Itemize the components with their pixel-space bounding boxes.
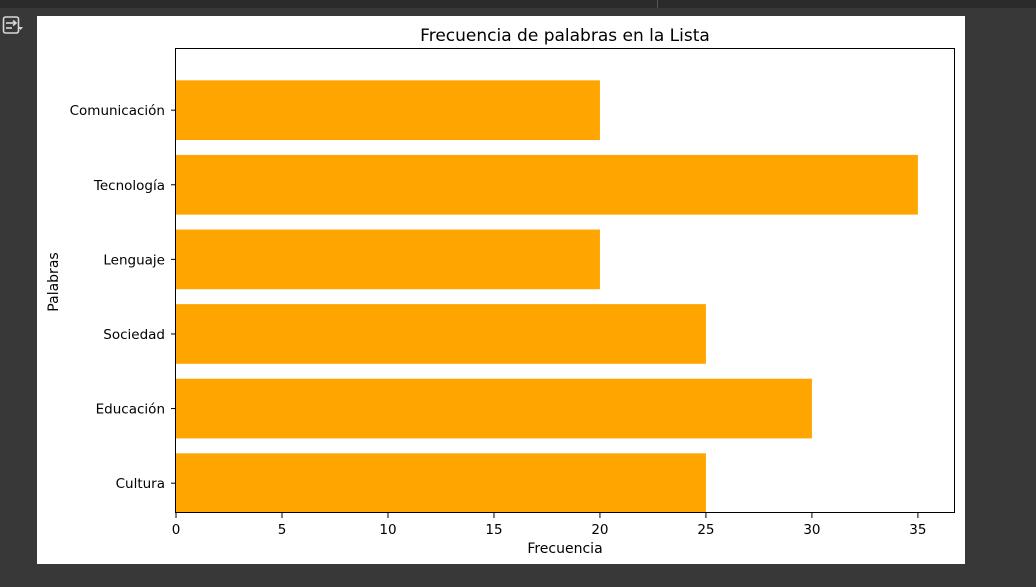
y-tick-label: Educación (96, 402, 165, 418)
x-tick-label: 10 (379, 522, 396, 538)
bar-sociedad (176, 304, 706, 364)
x-tick-label: 5 (278, 522, 287, 538)
x-tick-label: 0 (172, 522, 181, 538)
x-tick-label: 25 (697, 522, 714, 538)
bar-cultura (176, 453, 706, 513)
plot-frame (175, 48, 955, 513)
y-tick-label: Cultura (116, 476, 165, 492)
chart-title: Frecuencia de palabras en la Lista (420, 26, 710, 46)
x-axis-label: Frecuencia (527, 541, 602, 557)
top-bar (0, 0, 1036, 8)
bar-comunicación (176, 80, 600, 141)
y-axis-label: Palabras (46, 252, 62, 311)
x-tick-label: 20 (591, 522, 608, 538)
bar-chart: Frecuencia de palabras en la Lista Frecu… (46, 26, 955, 557)
x-tick-label: 15 (485, 522, 502, 538)
ticks-group: Cultura Educación Sociedad Lenguaje Tecnolog… (70, 103, 927, 538)
y-tick-label: Lenguaje (103, 252, 165, 268)
y-tick-label: Tecnología (93, 178, 165, 194)
x-tick-label: 35 (909, 522, 926, 538)
bar-lenguaje (176, 229, 600, 290)
bar-tecnología (176, 154, 918, 215)
y-tick-label: Comunicación (70, 103, 165, 119)
top-bar-divider (657, 0, 658, 8)
bar-educación (176, 378, 812, 439)
chart-figure: Frecuencia de palabras en la Lista Frecu… (37, 16, 965, 564)
y-tick-label: Sociedad (103, 327, 165, 343)
output-toggle-icon[interactable] (2, 14, 24, 36)
x-tick-label: 30 (803, 522, 820, 538)
bars-group (176, 80, 918, 513)
